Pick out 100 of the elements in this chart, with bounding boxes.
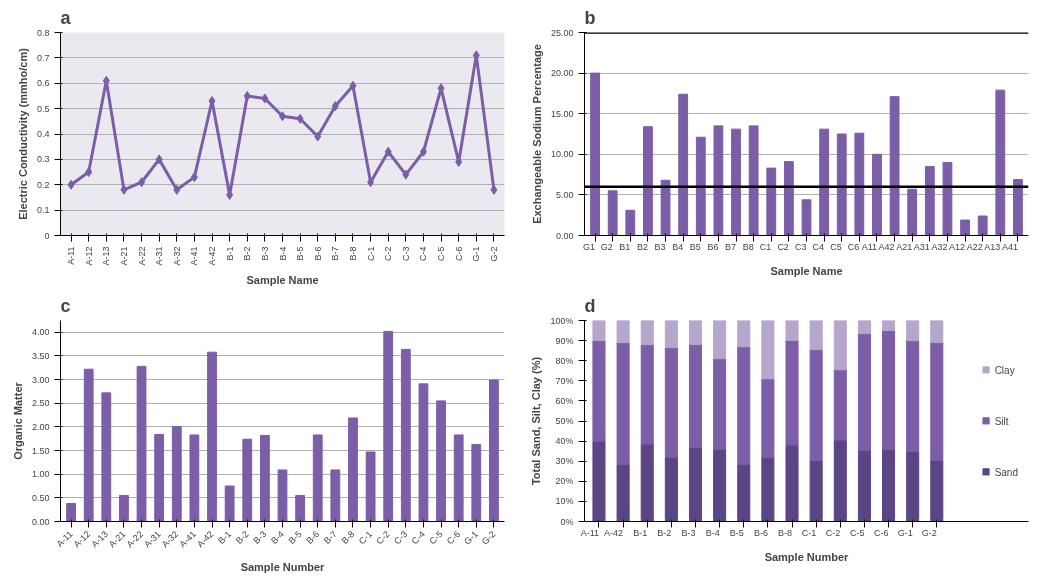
y-tick-label: 60% xyxy=(555,395,574,406)
bar xyxy=(872,153,882,236)
legend-label: Sand xyxy=(994,466,1018,477)
y-tick-label: 25.00 xyxy=(550,27,574,38)
x-tick-label: B7 xyxy=(725,241,737,252)
x-tick-label: A13 xyxy=(984,241,1001,252)
bar xyxy=(833,369,847,441)
x-tick-label: B1 xyxy=(619,241,631,252)
x-tick-label: B-2 xyxy=(233,528,251,546)
bar xyxy=(785,320,799,342)
point xyxy=(67,179,75,190)
y-tick-label: 0.6 xyxy=(36,78,50,89)
bar xyxy=(809,349,823,461)
y-tick-label: 3.50 xyxy=(31,350,50,361)
x-tick-label: C-2 xyxy=(825,527,841,538)
x-tick-label: A-11 xyxy=(66,246,77,265)
point xyxy=(349,80,357,91)
bar xyxy=(836,133,847,236)
x-tick-label: A-12 xyxy=(83,246,94,266)
x-tick-label: A32 xyxy=(931,241,948,252)
x-tick-label: G-2 xyxy=(488,246,499,262)
bar xyxy=(688,344,703,448)
x-tick-label: A22 xyxy=(966,241,983,252)
bar xyxy=(809,320,823,351)
bar xyxy=(643,126,653,236)
x-tick-label: C3 xyxy=(795,241,807,252)
point xyxy=(296,113,304,124)
bar xyxy=(400,348,411,522)
x-axis-title: Sample Number xyxy=(240,561,326,574)
point xyxy=(384,146,392,157)
x-tick-label: C-2 xyxy=(374,528,392,547)
x-tick-label: A11 xyxy=(861,241,877,252)
x-tick-label: B-2 xyxy=(242,246,253,261)
bar xyxy=(259,434,270,522)
bar xyxy=(857,449,871,522)
bar xyxy=(136,365,147,522)
bar xyxy=(977,215,988,236)
x-tick-label: C2 xyxy=(777,241,789,252)
y-tick-label: 2.50 xyxy=(31,398,50,409)
x-tick-label: B3 xyxy=(654,241,666,252)
x-tick-label: A31 xyxy=(913,241,930,252)
bar xyxy=(436,400,446,522)
x-tick-label: A41 xyxy=(1001,241,1018,252)
bar xyxy=(995,89,1006,236)
x-tick-label: C-6 xyxy=(444,528,463,547)
bar xyxy=(889,96,900,236)
y-tick-label: 0.4 xyxy=(36,129,50,139)
x-tick-label: B-6 xyxy=(304,528,322,546)
x-tick-label: A-42 xyxy=(604,527,624,538)
bar xyxy=(489,379,499,522)
x-tick-label: C4 xyxy=(812,241,825,252)
y-tick-label: 20.00 xyxy=(550,68,574,79)
bar xyxy=(616,463,630,522)
x-axis-title: Sample Number xyxy=(764,550,850,563)
x-tick-label: B-4 xyxy=(269,528,287,546)
bar xyxy=(277,469,288,522)
x-tick-label: B-2 xyxy=(657,527,672,538)
y-tick-label: 0.8 xyxy=(36,27,50,38)
x-tick-label: B-8 xyxy=(778,527,793,538)
y-tick-label: 0.5 xyxy=(36,103,50,114)
bar xyxy=(640,443,654,522)
bar xyxy=(207,351,217,522)
bar xyxy=(383,330,394,522)
bar xyxy=(906,320,920,342)
x-tick-label: A12 xyxy=(949,241,966,252)
x-tick-label: B-7 xyxy=(321,528,339,546)
bar xyxy=(930,320,944,344)
x-tick-label: B4 xyxy=(672,241,684,252)
y-axis-title: Exchangeable Sodium Percentage xyxy=(530,44,543,224)
y-tick-label: 1.00 xyxy=(31,469,50,480)
x-tick-label: B-3 xyxy=(259,246,270,261)
bar xyxy=(664,347,678,458)
bar xyxy=(906,450,920,522)
bar xyxy=(737,463,751,522)
bar xyxy=(801,199,812,236)
x-tick-label: C-5 xyxy=(427,528,445,547)
y-tick-label: 50% xyxy=(555,416,574,426)
bar xyxy=(960,219,970,236)
bar xyxy=(688,320,703,346)
y-tick-label: 20% xyxy=(555,476,574,487)
bar xyxy=(854,132,865,236)
bar xyxy=(616,320,630,344)
x-tick-label: B-8 xyxy=(339,528,357,546)
point xyxy=(120,184,128,195)
bar xyxy=(625,209,636,236)
y-tick-label: 0.1 xyxy=(36,205,50,216)
bar xyxy=(761,320,775,380)
bar xyxy=(664,320,678,349)
x-tick-label: G-1 xyxy=(897,527,913,538)
x-tick-label: A-41 xyxy=(189,246,200,266)
bar xyxy=(592,320,606,342)
y-tick-label: 30% xyxy=(555,456,574,467)
y-tick-label: 0.3 xyxy=(36,154,50,165)
x-tick-label: A-22 xyxy=(136,246,147,266)
bar xyxy=(592,440,606,522)
x-tick-label: B-4 xyxy=(705,527,720,538)
bar xyxy=(833,320,847,371)
y-tick-label: 0% xyxy=(560,516,574,527)
y-tick-label: 70% xyxy=(555,375,574,386)
point xyxy=(331,101,339,112)
